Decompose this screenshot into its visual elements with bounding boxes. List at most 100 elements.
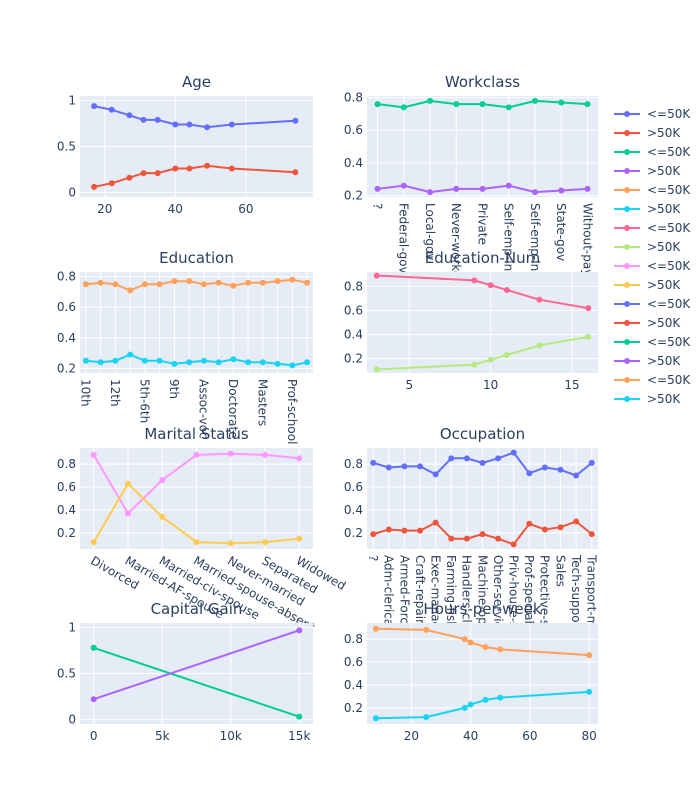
data-point-occupation <box>448 535 455 542</box>
series-line-age-gt50k <box>93 164 296 188</box>
data-point-workclass <box>453 101 460 108</box>
data-point-workclass <box>400 182 407 189</box>
legend-swatch-marker <box>624 396 630 402</box>
y-tick-label-workclass: 0.8 <box>344 91 363 105</box>
data-point-hours-per-week <box>482 644 489 651</box>
data-point-education <box>230 356 237 363</box>
x-tick-label-education: 12th <box>108 379 122 407</box>
data-point-education <box>141 281 148 288</box>
x-tick-label-occupation: Other-service <box>491 555 505 636</box>
subplot-title-education-num: Education-Num <box>425 249 540 267</box>
data-point-capital-gain <box>90 644 97 651</box>
data-point-age <box>91 103 98 110</box>
data-point-occupation <box>573 518 580 525</box>
data-point-occupation <box>588 531 595 538</box>
data-point-education <box>127 287 134 294</box>
data-point-age <box>91 183 98 190</box>
data-point-education <box>97 359 104 366</box>
data-point-occupation <box>557 524 564 531</box>
legend-swatch-marker <box>624 149 630 155</box>
legend-swatch-marker <box>624 320 630 326</box>
data-point-education-num <box>487 356 494 363</box>
y-tick-label-capital-gain: 0 <box>68 712 76 726</box>
data-point-occupation <box>448 455 455 462</box>
data-point-hours-per-week <box>586 652 593 659</box>
data-point-education <box>274 278 281 285</box>
data-point-age <box>140 170 147 177</box>
data-point-workclass <box>427 97 433 104</box>
y-tick-label-education: 0.6 <box>57 300 76 314</box>
data-point-occupation <box>495 455 502 462</box>
data-point-education <box>186 359 193 366</box>
y-tick-label-education: 0.4 <box>57 331 76 345</box>
subplot-education-num: 0.2 0.4 0.6 0.8 5 10 15 Education-Num <box>344 249 598 392</box>
y-tick-label-capital-gain: 0.5 <box>57 667 76 681</box>
y-tick-label-marital-status: 0.2 <box>57 526 76 540</box>
data-point-occupation <box>495 535 502 542</box>
data-point-education <box>304 279 311 286</box>
x-tick-label-workclass: Self-emp-inc <box>528 203 542 278</box>
subplot-hours-per-week: 0.2 0.4 0.6 0.8 20 40 60 80 Hours-per-week <box>344 600 598 743</box>
subplot-title-hours-per-week: Hours-per-week <box>423 600 541 618</box>
data-point-workclass <box>374 185 381 192</box>
data-point-education <box>200 357 207 364</box>
data-point-hours-per-week <box>497 694 504 701</box>
y-tick-label-age: 1 <box>68 94 76 108</box>
data-point-education <box>230 282 237 289</box>
x-tick-label-education-num: 10 <box>483 378 498 392</box>
y-tick-label-hours-per-week: 0.2 <box>344 701 363 715</box>
data-point-marital-status <box>124 480 131 487</box>
y-tick-label-education-num: 0.8 <box>344 279 363 293</box>
y-tick-label-workclass: 0.6 <box>344 123 363 137</box>
legend-swatch-marker <box>624 187 630 193</box>
x-tick-label-education-num: 5 <box>405 378 413 392</box>
data-point-workclass <box>584 101 591 108</box>
data-point-age <box>292 117 299 124</box>
plot-area-education-num <box>367 272 598 373</box>
y-tick-label-age: 0.5 <box>57 140 76 154</box>
data-point-age <box>172 165 179 172</box>
subplot-workclass: 0.2 0.4 0.6 0.8? Federal-gov Local-gov Never-w… <box>344 73 598 286</box>
x-tick-label-capital-gain: 10k <box>220 729 242 743</box>
data-point-hours-per-week <box>482 696 489 703</box>
y-tick-label-hours-per-week: 0.6 <box>344 655 363 669</box>
data-point-education <box>112 281 119 288</box>
x-tick-label-age: 20 <box>97 202 112 216</box>
data-point-occupation <box>588 459 595 466</box>
x-tick-label-occupation: Tech-support <box>569 554 583 633</box>
x-tick-label-workclass: Local-gov <box>423 203 437 261</box>
y-tick-label-occupation: 0.4 <box>344 503 363 517</box>
data-point-occupation <box>463 455 470 462</box>
y-tick-label-education: 0.8 <box>57 270 76 284</box>
data-point-occupation <box>510 541 517 548</box>
legend-label: <=50K <box>647 183 691 197</box>
data-point-occupation <box>479 459 486 466</box>
subplot-title-marital-status: Marital Status <box>144 425 248 443</box>
data-point-education-num <box>487 282 494 289</box>
data-point-education-num <box>471 361 478 368</box>
subplot-title-occupation: Occupation <box>440 425 525 443</box>
data-point-workclass <box>427 189 433 196</box>
data-point-education-num <box>503 351 510 358</box>
data-point-education <box>186 278 193 285</box>
data-point-education-num <box>471 277 478 284</box>
data-point-hours-per-week <box>423 626 430 633</box>
x-tick-label-education: 9th <box>167 379 181 399</box>
data-point-hours-per-week <box>461 636 468 643</box>
data-point-age <box>186 165 193 172</box>
data-point-education-num <box>503 287 510 294</box>
data-point-age <box>204 162 211 169</box>
legend-label: >50K <box>647 164 681 178</box>
series-line-capital-gain-gt50k <box>93 629 300 701</box>
x-tick-label-workclass: Self-emp-inc <box>502 203 516 278</box>
data-point-age <box>172 121 179 128</box>
legend: <=50K >50K <=50K >50K <=50K >50K <=50K >50K <=50… <box>614 107 691 406</box>
data-point-education <box>171 360 178 367</box>
x-tick-label-capital-gain: 0 <box>90 729 98 743</box>
data-point-education <box>259 359 266 366</box>
legend-label: <=50K <box>647 221 691 235</box>
data-point-age <box>228 121 235 128</box>
data-point-education <box>304 359 311 366</box>
y-tick-label-age: 0 <box>68 185 76 199</box>
data-point-education-num <box>536 342 543 349</box>
